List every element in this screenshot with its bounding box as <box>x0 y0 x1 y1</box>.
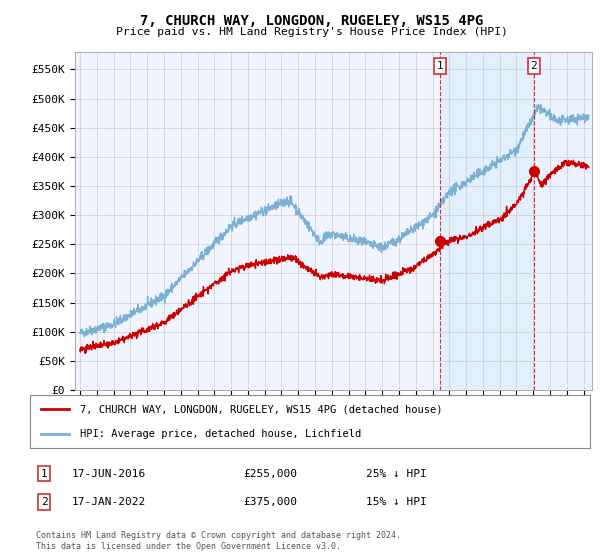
Text: 25% ↓ HPI: 25% ↓ HPI <box>366 469 427 479</box>
Text: HPI: Average price, detached house, Lichfield: HPI: Average price, detached house, Lich… <box>80 429 362 438</box>
Text: 17-JUN-2016: 17-JUN-2016 <box>72 469 146 479</box>
Text: 7, CHURCH WAY, LONGDON, RUGELEY, WS15 4PG (detached house): 7, CHURCH WAY, LONGDON, RUGELEY, WS15 4P… <box>80 404 443 414</box>
Text: Price paid vs. HM Land Registry's House Price Index (HPI): Price paid vs. HM Land Registry's House … <box>116 27 508 37</box>
Text: 7, CHURCH WAY, LONGDON, RUGELEY, WS15 4PG: 7, CHURCH WAY, LONGDON, RUGELEY, WS15 4P… <box>140 14 484 28</box>
Text: 1: 1 <box>437 61 443 71</box>
Text: 2: 2 <box>41 497 47 507</box>
Text: 15% ↓ HPI: 15% ↓ HPI <box>366 497 427 507</box>
Text: 1: 1 <box>41 469 47 479</box>
Text: 2: 2 <box>530 61 537 71</box>
Bar <box>534 52 592 390</box>
Text: £375,000: £375,000 <box>243 497 297 507</box>
Text: 17-JAN-2022: 17-JAN-2022 <box>72 497 146 507</box>
Text: Contains HM Land Registry data © Crown copyright and database right 2024.
This d: Contains HM Land Registry data © Crown c… <box>35 531 401 551</box>
Text: £255,000: £255,000 <box>243 469 297 479</box>
Bar <box>440 52 534 390</box>
